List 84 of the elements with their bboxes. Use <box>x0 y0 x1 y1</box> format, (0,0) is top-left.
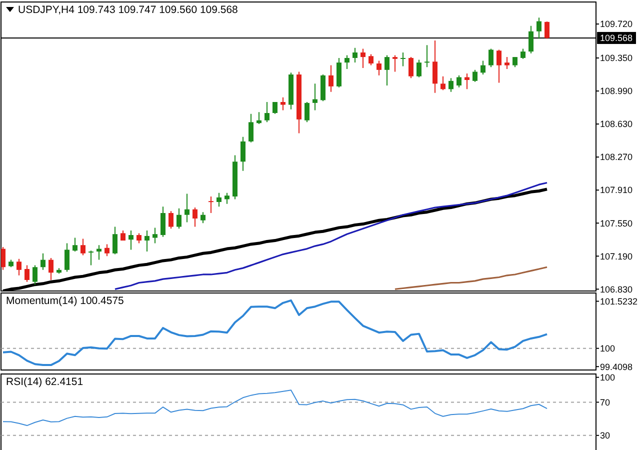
y-tick-label: 109.350 <box>600 53 633 64</box>
candlestick <box>496 49 502 84</box>
y-tick-label: 108.630 <box>600 119 633 130</box>
candlestick <box>432 40 438 94</box>
line-series <box>2 390 548 426</box>
candlestick <box>24 264 30 282</box>
candlestick <box>136 232 142 244</box>
candlestick <box>224 192 230 204</box>
candlestick <box>1 246 6 270</box>
candlestick <box>440 76 446 91</box>
candlestick <box>384 54 390 86</box>
candlestick <box>336 57 342 88</box>
candlestick <box>64 242 70 272</box>
candlestick <box>112 226 118 255</box>
candlestick <box>272 102 278 114</box>
candlestick <box>368 54 374 66</box>
candlestick <box>96 244 102 260</box>
ref-line-label: 109.568 <box>600 33 633 44</box>
y-tick-label: 100 <box>600 372 616 382</box>
candlestick <box>528 25 534 54</box>
candlestick <box>472 69 478 82</box>
candlestick <box>216 192 222 208</box>
candlestick <box>512 56 518 68</box>
candlestick <box>184 193 190 223</box>
line-series <box>114 182 548 290</box>
candlestick <box>488 48 494 68</box>
chart-title: USDJPY,H4 109.743 109.747 109.560 109.568 <box>18 4 238 16</box>
candlestick <box>408 56 414 79</box>
candlestick <box>88 250 94 266</box>
chart-title: Momentum(14) 100.4575 <box>6 295 124 307</box>
y-tick-label: 30 <box>600 430 610 441</box>
candlestick <box>248 113 254 143</box>
candlestick <box>536 17 542 40</box>
candlestick <box>464 73 470 90</box>
candlestick <box>480 60 486 75</box>
y-tick-label: 99.4098 <box>600 362 633 372</box>
candlestick <box>376 60 382 76</box>
y-tick-label: 107.910 <box>600 185 633 196</box>
candlestick <box>168 210 174 230</box>
candlestick <box>256 112 262 125</box>
candlestick <box>208 196 214 214</box>
y-tick-label: 109.720 <box>600 19 633 30</box>
candlestick <box>200 212 206 224</box>
candlestick <box>448 78 454 92</box>
candlestick <box>192 207 198 228</box>
candlestick <box>424 44 430 68</box>
candlestick <box>352 47 358 64</box>
candlestick <box>80 238 86 256</box>
candlestick <box>128 230 134 250</box>
candlestick <box>72 237 78 252</box>
candlestick <box>304 102 310 123</box>
candlestick <box>312 83 318 111</box>
chart-title: RSI(14) 62.4151 <box>6 376 84 388</box>
candlestick <box>344 54 350 70</box>
candlestick <box>392 54 398 72</box>
y-tick-label: 70 <box>600 397 610 408</box>
candlestick <box>152 227 158 244</box>
y-tick-label: 107.190 <box>600 251 633 262</box>
candlestick <box>160 206 166 238</box>
y-tick-label: 106.830 <box>600 284 633 294</box>
y-tick-label: 108.990 <box>600 86 633 96</box>
candlestick <box>280 96 286 111</box>
candlestick <box>240 136 246 172</box>
candlestick <box>416 59 422 78</box>
y-tick-label: 107.550 <box>600 218 633 228</box>
candlestick <box>456 74 462 88</box>
candlestick <box>176 208 182 230</box>
candlestick <box>360 48 366 69</box>
y-tick-label: 100 <box>600 344 616 354</box>
candlestick <box>144 230 150 252</box>
y-tick-label: 108.270 <box>600 152 633 162</box>
candlestick <box>16 258 22 276</box>
candlestick <box>104 244 110 257</box>
candlestick <box>520 48 526 60</box>
candlestick <box>328 64 334 92</box>
candlestick <box>48 257 54 280</box>
candlestick <box>32 264 38 286</box>
candlestick <box>40 252 46 270</box>
candlestick <box>504 56 510 70</box>
line-series <box>394 266 548 290</box>
candlestick <box>400 52 406 67</box>
y-tick-label: 101.5232 <box>600 296 638 306</box>
candlestick <box>264 102 270 123</box>
candlestick <box>544 21 550 40</box>
